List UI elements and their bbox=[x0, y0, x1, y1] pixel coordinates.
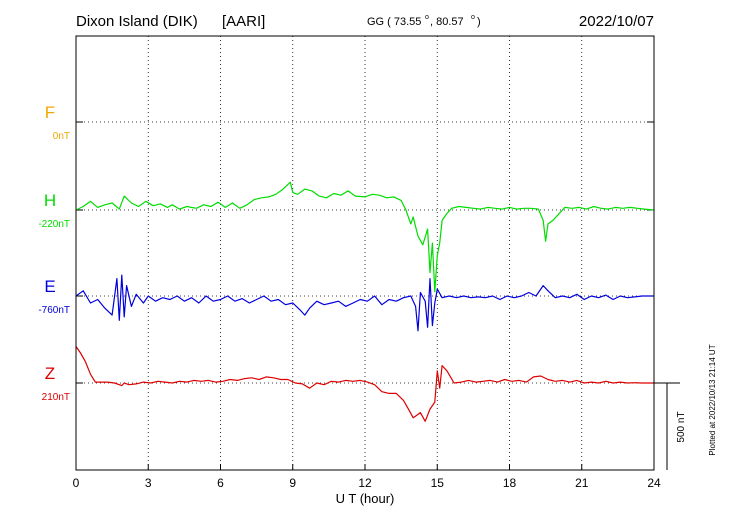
x-tick-label: 9 bbox=[289, 476, 296, 490]
baseline-value-H: -220nT bbox=[38, 219, 70, 230]
component-label-H: H bbox=[44, 191, 56, 210]
plot-frame bbox=[75, 35, 655, 471]
grid bbox=[76, 36, 654, 470]
institute-label: [AARI] bbox=[222, 13, 265, 30]
gg-end: ) bbox=[477, 16, 481, 28]
x-tick-label: 3 bbox=[145, 476, 152, 490]
x-tick-label: 15 bbox=[431, 476, 445, 490]
baseline-value-E: -760nT bbox=[38, 305, 70, 316]
x-tick-label: 21 bbox=[575, 476, 589, 490]
x-tick-label: 24 bbox=[647, 476, 661, 490]
x-tick-label: 18 bbox=[503, 476, 517, 490]
series-line-E bbox=[75, 274, 654, 332]
station-title: Dixon Island (DIK) bbox=[76, 13, 198, 30]
gg-mid: , 80.57 bbox=[430, 16, 464, 28]
x-tick-label: 12 bbox=[358, 476, 372, 490]
baseline-value-Z: 210nT bbox=[42, 392, 70, 403]
degree-mark: o bbox=[425, 14, 429, 21]
scale-label: 500 nT bbox=[676, 411, 687, 442]
series-labels: F 0nT H -220nT E -760nT Z 210nT bbox=[38, 103, 70, 403]
gg-label: GG ( 73.55 bbox=[367, 16, 421, 28]
component-label-F: F bbox=[45, 103, 55, 122]
x-axis-label: U T (hour) bbox=[336, 491, 395, 506]
baseline-value-F: 0nT bbox=[53, 131, 70, 142]
date-label: 2022/10/07 bbox=[579, 13, 654, 30]
x-axis-ticks: 0 3 6 9 12 15 18 21 24 bbox=[73, 464, 661, 490]
series-group bbox=[75, 181, 655, 422]
series-line-Z bbox=[75, 346, 654, 422]
component-label-E: E bbox=[44, 277, 55, 296]
x-tick-label: 6 bbox=[217, 476, 224, 490]
degree-mark: o bbox=[471, 14, 475, 21]
plotted-timestamp: Plotted at 2022/10/13 21:14 UT bbox=[708, 344, 717, 455]
x-tick-label: 0 bbox=[73, 476, 80, 490]
gg-coordinates: GG ( 73.55 o , 80.57 o ) bbox=[367, 14, 481, 28]
scale-bar: 500 nT bbox=[654, 382, 687, 470]
component-label-Z: Z bbox=[45, 364, 55, 383]
series-line-H bbox=[75, 181, 655, 293]
